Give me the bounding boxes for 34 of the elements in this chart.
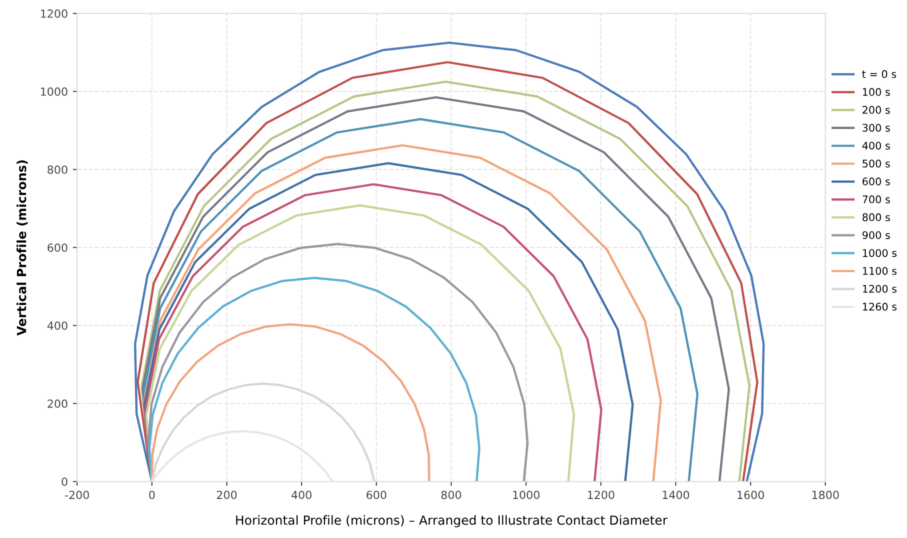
legend-label: 300 s (862, 124, 890, 132)
legend-label: t = 0 s (862, 70, 896, 78)
legend-label: 400 s (862, 142, 890, 150)
legend-label: 1100 s (862, 266, 897, 275)
y-axis-title: Vertical Profile (microns) (16, 160, 28, 336)
x-tick-label: 800 (441, 490, 462, 500)
legend-label: 600 s (862, 178, 890, 186)
legend-label: 100 s (862, 88, 890, 96)
x-tick-label: 1400 (662, 490, 690, 500)
y-tick-label: 800 (48, 165, 68, 174)
y-tick-label: 1000 (41, 87, 68, 96)
x-tick-label: 1200 (588, 490, 614, 500)
x-tick-label: 600 (366, 490, 386, 500)
legend-label: 1000 s (862, 249, 897, 257)
legend-label: 700 s (862, 195, 890, 204)
y-tick-label: 200 (48, 399, 68, 408)
x-tick-label: -200 (65, 490, 89, 500)
legend-label: 500 s (862, 160, 890, 168)
legend-label: 800 s (862, 213, 890, 222)
y-tick-label: 600 (48, 243, 68, 252)
legend-label: 1260 s (862, 302, 897, 311)
y-tick-label: 1200 (41, 9, 68, 18)
x-tick-label: 1000 (513, 490, 540, 500)
legend-label: 900 s (862, 231, 890, 240)
legend-label: 1200 s (862, 284, 897, 293)
x-tick-label: 200 (216, 490, 237, 500)
x-tick-label: 1600 (738, 490, 764, 500)
x-tick-label: 400 (292, 490, 312, 500)
y-tick-label: 400 (47, 321, 68, 330)
y-tick-label: 0 (62, 477, 68, 486)
x-axis-title: Horizontal Profile (microns) – Arranged to Illustrate Contact Diameter (236, 515, 668, 528)
x-tick-label: 1800 (812, 490, 839, 500)
legend-label: 200 s (862, 106, 890, 114)
x-tick-label: 0 (149, 490, 155, 500)
